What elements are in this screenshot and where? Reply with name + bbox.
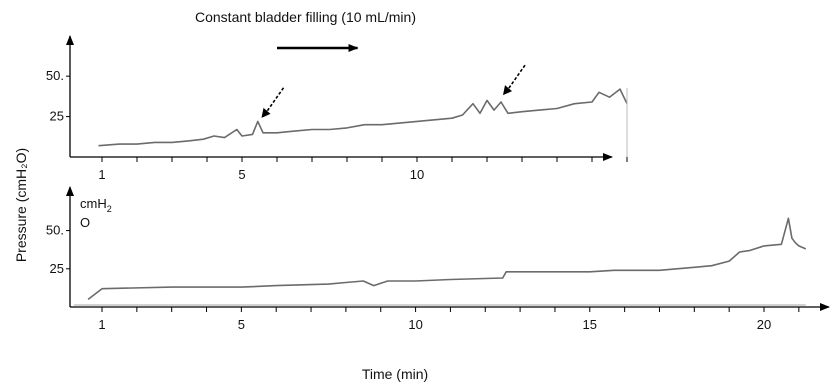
event-arrow: [263, 87, 285, 116]
top-panel-axes: [66, 35, 613, 161]
x-tick-label: 1: [98, 317, 105, 332]
y-tick-label: 50.: [46, 68, 64, 83]
x-axis-label: Time (min): [362, 366, 428, 382]
event-arrow-head: [261, 107, 271, 118]
x-tick-label: 5: [238, 317, 245, 332]
bottom-panel-y-unit: cmH2: [80, 196, 112, 214]
y-tick-label: 50.: [46, 223, 64, 238]
x-tick-label: 1: [98, 167, 105, 182]
pressure-trace: [87, 217, 807, 301]
event-arrow-head: [503, 85, 512, 96]
x-tick-label: 5: [238, 167, 245, 182]
bottom-panel-y-unit-o: O: [80, 215, 90, 230]
y-axis-label: Pressure (cmH₂O): [13, 148, 29, 262]
x-tick-label: 15: [583, 317, 597, 332]
top-panel-series: [98, 88, 628, 157]
top-panel-y-ticks: 25 50.: [46, 68, 70, 124]
y-tick-label: 25: [50, 261, 64, 276]
event-arrow: [505, 64, 526, 93]
chart-title: Constant bladder filling (10 mL/min): [195, 9, 416, 25]
x-tick-label: 10: [410, 167, 424, 182]
bottom-panel-y-ticks: 25 50.: [46, 223, 70, 276]
y-tick-label: 25: [50, 109, 64, 124]
pressure-trace: [98, 88, 628, 147]
top-panel-annotations: [261, 44, 526, 118]
top-panel-x-ticks: 1 5 10: [98, 157, 628, 182]
x-tick-label: 20: [757, 317, 771, 332]
bottom-panel-series: [74, 217, 807, 306]
bottom-panel-x-ticks: 1 5 10 15 20: [98, 307, 800, 332]
x-tick-label: 10: [408, 317, 422, 332]
bottom-panel-axes: [66, 186, 830, 311]
